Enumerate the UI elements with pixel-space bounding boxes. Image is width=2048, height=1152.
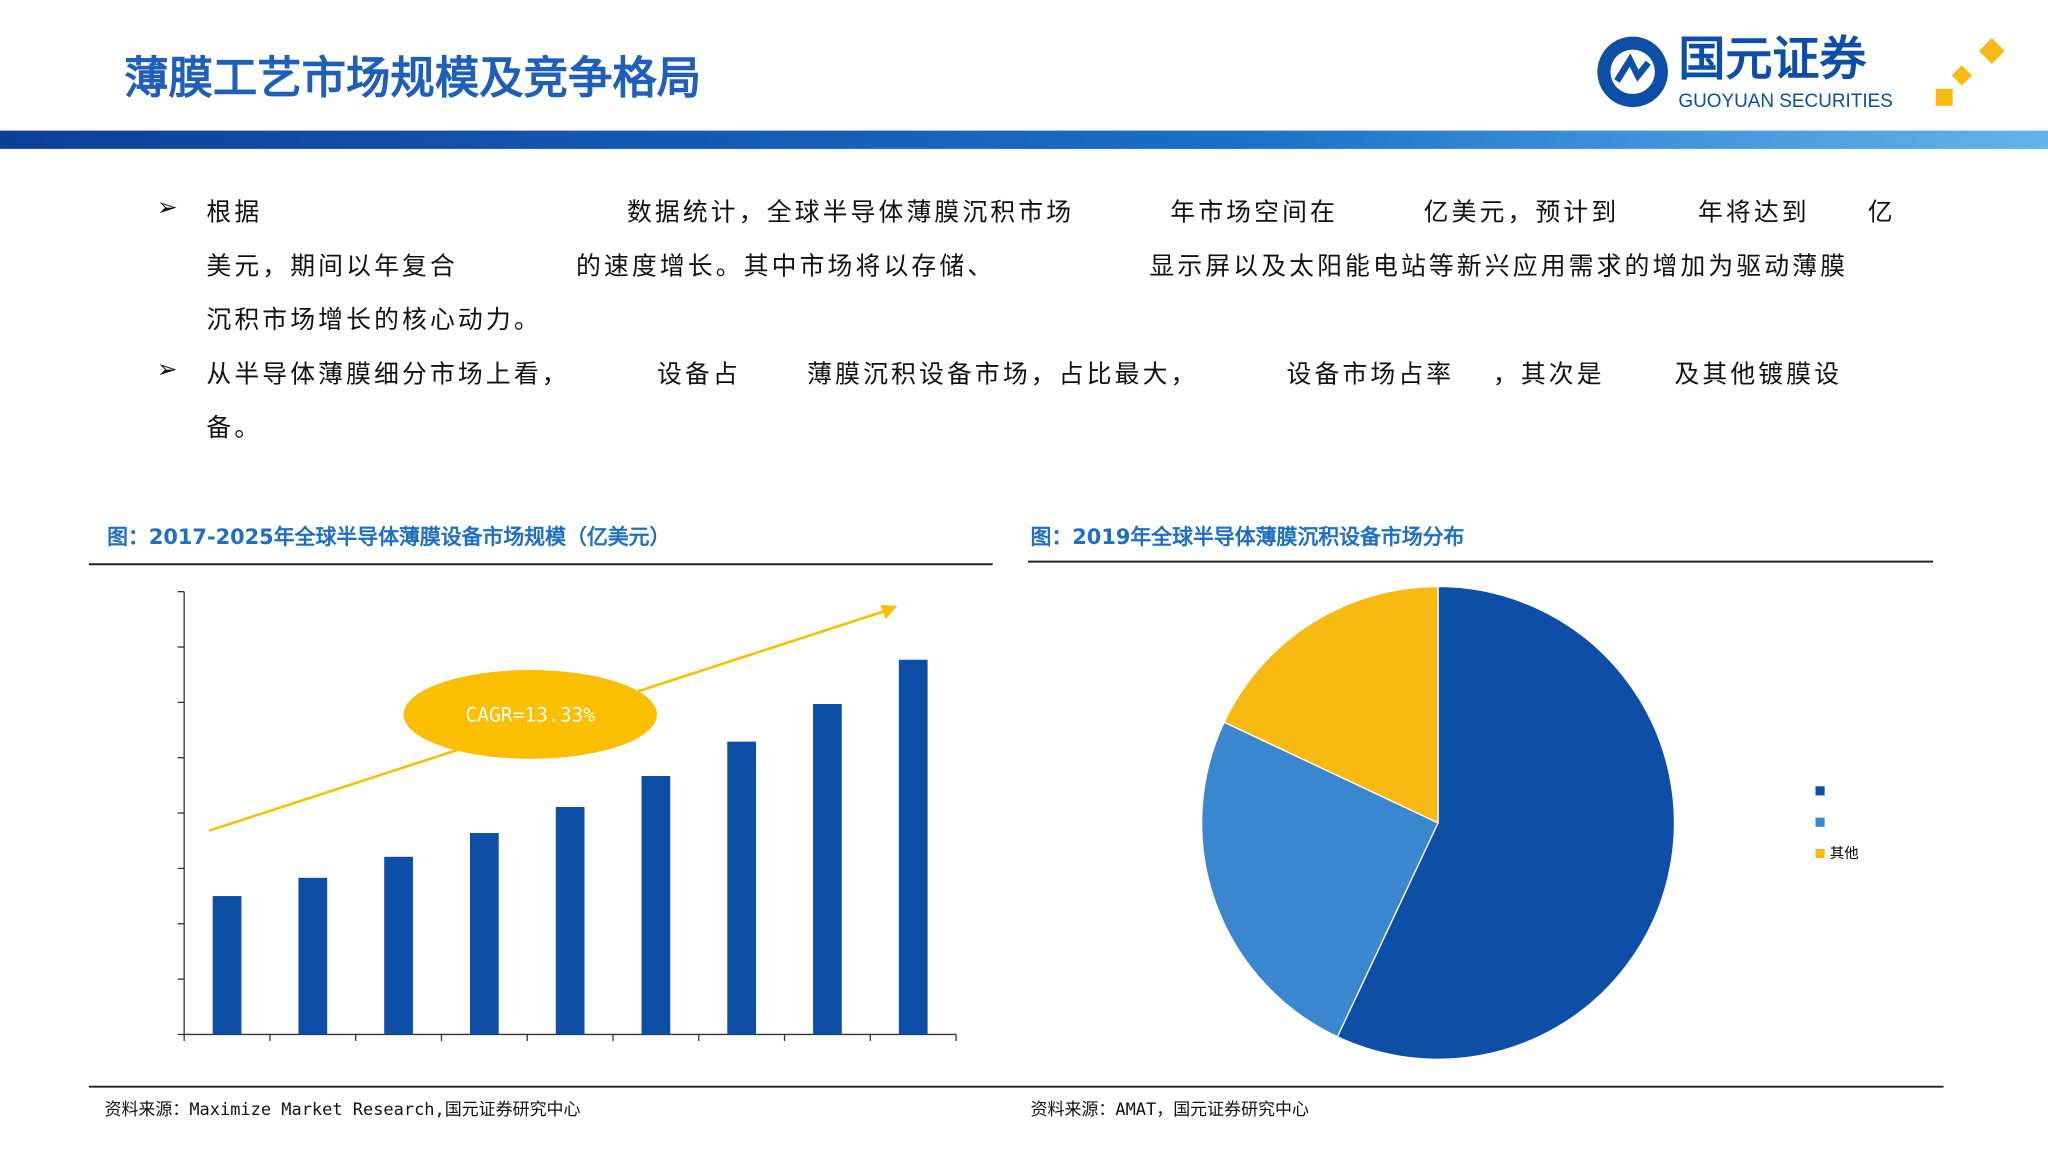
- paragraph-text: 备。: [206, 414, 263, 443]
- paragraph-text: 从半导体薄膜细分市场上看，: [206, 360, 570, 390]
- logo-deco: [1951, 65, 1972, 86]
- paragraph-text: 显示屏以及太阳能电站等新兴应用需求的增加为驱动薄膜: [1149, 252, 1849, 281]
- bar: [727, 741, 757, 1035]
- pie-slice: [1336, 585, 1676, 1060]
- chart-source: 资料来源：AMAT，国元证券研究中心: [1031, 1100, 1309, 1120]
- paragraph-text: 根据: [206, 198, 263, 228]
- legend-swatch: [1815, 786, 1825, 796]
- bar: [641, 775, 671, 1035]
- paragraph-text: 年市场空间在: [1170, 198, 1338, 228]
- paragraph-text: 设备市场占率: [1286, 360, 1455, 390]
- bar: [555, 806, 585, 1035]
- legend-swatch: [1815, 817, 1825, 827]
- logo-text: 国元证券: [1678, 32, 1867, 87]
- bar: [898, 659, 928, 1035]
- charts: 图：2017-2025年全球半导体薄膜设备市场规模（亿美元） 资料来源：Maxim…: [104, 525, 1858, 1120]
- paragraph-text: 美元，期间以年复合: [206, 252, 458, 281]
- chart-title: 图：2019年全球半导体薄膜沉积设备市场分布: [1031, 525, 1465, 549]
- paragraph-text: ，其次是: [1492, 360, 1605, 390]
- chart-title: 图：2017-2025年全球半导体薄膜设备市场规模（亿美元）: [107, 525, 670, 549]
- logo-text-en: GUOYUAN SECURITIES: [1678, 91, 1892, 112]
- trend-arrow-head: [880, 604, 898, 620]
- annotation: CAGR=13.33%: [465, 703, 595, 726]
- logo-icon: [1614, 53, 1651, 83]
- paragraph-text: 薄膜沉积设备市场，占比最大，: [807, 360, 1199, 390]
- paragraph-text: 沉积市场增长的核心动力。: [206, 305, 542, 335]
- bullet-marker: ➢: [156, 355, 181, 384]
- pie-slice: [1223, 585, 1439, 824]
- header-band: [0, 130, 2048, 149]
- paragraph-text: 的速度增长。其中市场将以存储、: [575, 252, 996, 281]
- bar: [813, 704, 842, 1035]
- annotation-bubble: [403, 670, 657, 759]
- bar: [469, 832, 499, 1035]
- logo-deco: [1935, 88, 1953, 106]
- paragraph-text: 及其他镀膜设: [1674, 360, 1843, 390]
- bar: [212, 896, 242, 1035]
- legend-swatch: [1815, 848, 1825, 859]
- bar: [298, 877, 328, 1035]
- chart-source: 资料来源：Maximize Market Research,国元证券研究中心: [104, 1100, 580, 1120]
- bar: [384, 856, 413, 1035]
- logo-deco: [1978, 38, 2005, 64]
- legend-label: 其他: [1830, 845, 1859, 862]
- paragraph-text: 设备占: [656, 360, 741, 390]
- paragraph-text: 数据统计，全球半导体薄膜沉积市场: [626, 198, 1075, 228]
- paragraph-text: 亿: [1867, 198, 1896, 228]
- paragraph-text: 年将达到: [1697, 198, 1810, 228]
- pie-slice: [1200, 721, 1439, 1038]
- page-title: 薄膜工艺市场规模及竞争格局: [124, 53, 701, 104]
- paragraph-text: 亿美元，预计到: [1423, 198, 1620, 228]
- bullet-marker: ➢: [156, 193, 181, 223]
